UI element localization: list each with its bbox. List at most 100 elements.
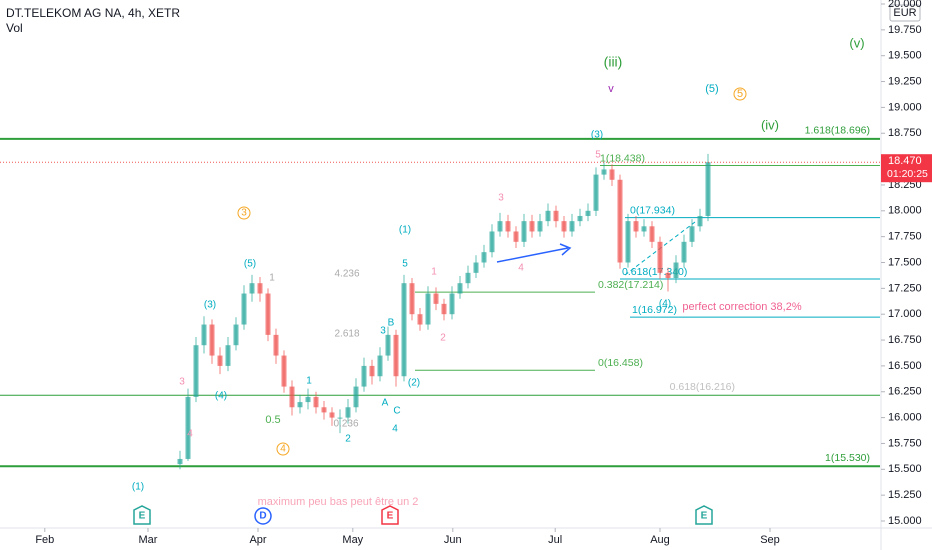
candle-body bbox=[625, 221, 631, 263]
candle-body bbox=[593, 174, 599, 211]
candle-body bbox=[297, 402, 303, 408]
x-tick-label: Sep bbox=[760, 534, 780, 546]
candle-body bbox=[321, 407, 327, 413]
currency-label[interactable]: EUR bbox=[893, 7, 916, 19]
candle-body bbox=[497, 221, 503, 232]
candle-body bbox=[457, 283, 463, 294]
candle-body bbox=[569, 221, 575, 232]
y-tick-label: 17.250 bbox=[888, 282, 922, 294]
candle-body bbox=[513, 231, 519, 242]
y-tick-label: 19.500 bbox=[888, 50, 922, 62]
candle-body bbox=[473, 262, 479, 273]
candle-body bbox=[265, 293, 271, 335]
wave-label: 1 bbox=[269, 273, 275, 284]
y-tick-label: 17.500 bbox=[888, 256, 922, 268]
candle-body bbox=[529, 221, 535, 232]
candle-body bbox=[209, 324, 215, 356]
x-tick-label: Jun bbox=[444, 534, 462, 546]
x-tick-label: Aug bbox=[650, 534, 670, 546]
candle-body bbox=[689, 226, 695, 242]
wave-label: 4 bbox=[280, 444, 286, 455]
candle-body bbox=[697, 215, 703, 227]
chart-title: DT.TELEKOM AG NA, 4h, XETR bbox=[6, 6, 180, 20]
candle-body bbox=[633, 221, 639, 232]
wave-circle bbox=[237, 206, 251, 220]
candle-body bbox=[257, 283, 263, 294]
wave-label: (iii) bbox=[604, 54, 623, 70]
fib-label: 0.382(17.214) bbox=[598, 279, 663, 291]
candle-body bbox=[681, 241, 687, 263]
wave-label: C bbox=[393, 406, 400, 417]
candle-body bbox=[177, 458, 183, 465]
candle-body bbox=[561, 221, 567, 232]
wave-label: B bbox=[388, 318, 395, 329]
candle-body bbox=[409, 283, 415, 315]
fib-label: 1(16.972) bbox=[632, 304, 677, 316]
y-tick-label: 16.250 bbox=[888, 386, 922, 398]
candle-body bbox=[289, 386, 295, 408]
event-label: E bbox=[701, 511, 708, 522]
fib-label: 0.618(17.340) bbox=[622, 266, 687, 278]
wave-label: 4 bbox=[518, 263, 524, 274]
candle-body bbox=[657, 241, 663, 273]
candle-body bbox=[337, 417, 343, 419]
candle-body bbox=[553, 210, 559, 222]
candle-body bbox=[361, 365, 367, 387]
arrow-head bbox=[559, 243, 572, 256]
candle-body bbox=[665, 272, 671, 279]
y-tick-label: 18.750 bbox=[888, 127, 922, 139]
candle-body bbox=[617, 179, 623, 263]
candle-body bbox=[345, 407, 351, 418]
candle-body bbox=[385, 334, 391, 356]
currency-box[interactable] bbox=[889, 4, 921, 22]
y-tick-label: 15.500 bbox=[888, 463, 922, 475]
candle-body bbox=[401, 283, 407, 377]
wave-label: (4) bbox=[659, 299, 671, 310]
volume-label: Vol bbox=[6, 21, 23, 35]
candle-body bbox=[537, 221, 543, 232]
candle-body bbox=[217, 355, 223, 366]
candle-body bbox=[489, 231, 495, 253]
wave-label: 4 bbox=[392, 424, 398, 435]
candle-body bbox=[273, 334, 279, 356]
wave-label: 4 bbox=[187, 429, 193, 440]
candle-body bbox=[185, 396, 191, 459]
candle-body bbox=[465, 272, 471, 284]
y-tick-label: 17.000 bbox=[888, 308, 922, 320]
fib-label: 1(18.438) bbox=[600, 152, 645, 164]
candle-body bbox=[241, 293, 247, 325]
y-tick-label: 16.000 bbox=[888, 412, 922, 424]
x-tick-label: Feb bbox=[35, 534, 54, 546]
candle-body bbox=[649, 226, 655, 242]
wave-label: (1) bbox=[132, 482, 144, 493]
candle-body bbox=[377, 355, 383, 377]
fib-label: 0(16.458) bbox=[598, 357, 643, 369]
y-tick-label: 19.750 bbox=[888, 24, 922, 36]
wave-label: 0.236 bbox=[333, 419, 358, 430]
candle-body bbox=[425, 293, 431, 325]
y-tick-label: 16.500 bbox=[888, 360, 922, 372]
candle-body bbox=[433, 293, 439, 304]
candle-body bbox=[417, 314, 423, 325]
candle-body bbox=[449, 293, 455, 315]
candle-body bbox=[329, 412, 335, 418]
wave-label: 5 bbox=[737, 88, 743, 100]
fib-label: 1(15.530) bbox=[825, 452, 870, 464]
wave-label: 3 bbox=[241, 208, 247, 219]
x-tick-label: May bbox=[342, 534, 363, 546]
wave-circle bbox=[733, 87, 747, 101]
y-tick-label: 15.750 bbox=[888, 437, 922, 449]
wave-label: (3) bbox=[204, 300, 216, 311]
wave-label: (5) bbox=[244, 259, 256, 270]
wave-label: 2 bbox=[345, 434, 351, 445]
wave-label: (5) bbox=[705, 83, 718, 95]
wave-circle bbox=[276, 442, 290, 456]
wave-label: 3 bbox=[179, 377, 185, 388]
candle-body bbox=[641, 226, 647, 232]
candle-body bbox=[393, 334, 399, 377]
candle-body bbox=[281, 355, 287, 387]
x-tick-label: Mar bbox=[139, 534, 158, 546]
countdown: 01:20:25 bbox=[887, 168, 928, 180]
